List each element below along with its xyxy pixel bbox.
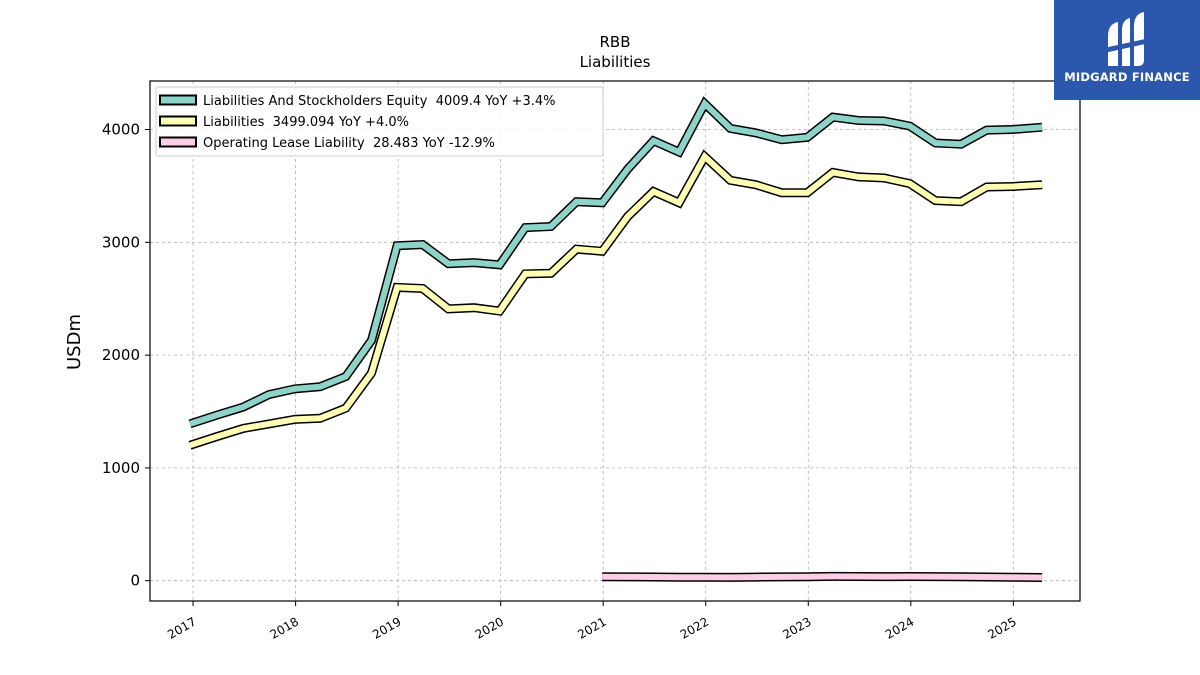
chart-title: RBB bbox=[599, 33, 630, 51]
logo-text: MIDGARD FINANCE bbox=[1064, 70, 1190, 84]
x-tick-label: 2023 bbox=[780, 614, 813, 641]
x-tick-label: 2017 bbox=[165, 614, 198, 641]
series-layer bbox=[188, 96, 1043, 582]
midgard-finance-logo: MIDGARD FINANCE bbox=[1054, 0, 1200, 100]
y-tick-label: 0 bbox=[130, 572, 140, 590]
legend-label-1: Liabilities 3499.094 YoY +4.0% bbox=[203, 115, 409, 130]
x-tick-label: 2019 bbox=[370, 614, 403, 641]
y-tick-label: 2000 bbox=[102, 346, 140, 364]
x-tick-label: 2024 bbox=[883, 614, 916, 641]
x-tick-label: 2025 bbox=[985, 614, 1018, 641]
series-outline-1 bbox=[188, 149, 1043, 450]
y-axis-label: USDm bbox=[64, 314, 85, 370]
grid bbox=[150, 81, 1080, 601]
legend-box bbox=[155, 86, 604, 157]
series-line-0 bbox=[189, 98, 1043, 427]
logo-mark-icon bbox=[1104, 12, 1150, 66]
y-tick-label: 4000 bbox=[102, 121, 140, 139]
chart-subtitle: Liabilities bbox=[580, 53, 651, 71]
legend-swatch-0 bbox=[159, 94, 197, 106]
series-line-2 bbox=[602, 573, 1043, 581]
x-tick-label: 2022 bbox=[678, 614, 711, 641]
legend: Liabilities And Stockholders Equity 4009… bbox=[155, 86, 604, 157]
y-tick-label: 1000 bbox=[102, 459, 140, 477]
axes: 0 1000 2000 3000 4000 2017 2018 2019 2020 2021 202… bbox=[102, 80, 1081, 642]
x-tick-label: 2020 bbox=[473, 614, 506, 641]
x-tick-label: 2021 bbox=[575, 614, 608, 641]
legend-label-2: Operating Lease Liability 28.483 YoY -12… bbox=[203, 136, 495, 151]
y-tick-label: 3000 bbox=[102, 233, 140, 251]
x-tick-label: 2018 bbox=[268, 614, 301, 641]
legend-label-0: Liabilities And Stockholders Equity 4009… bbox=[203, 94, 555, 109]
legend-swatch-2 bbox=[159, 136, 197, 148]
plot-frame bbox=[149, 80, 1081, 602]
series-line-1 bbox=[189, 151, 1043, 449]
legend-swatch-1 bbox=[159, 115, 197, 127]
